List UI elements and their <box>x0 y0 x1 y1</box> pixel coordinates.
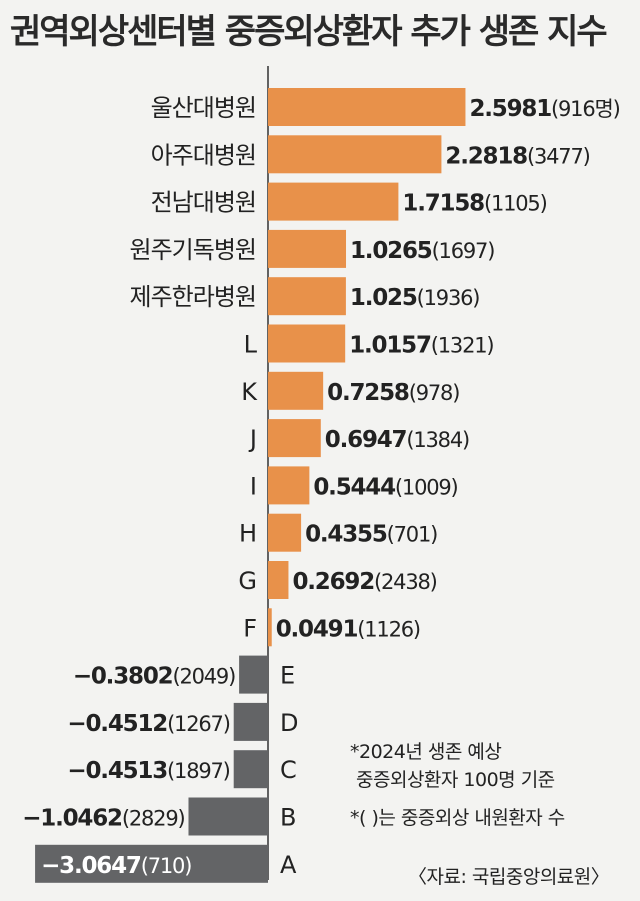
value-count: (1126) <box>357 617 420 641</box>
value-number: 0.2692 <box>292 569 374 595</box>
value-number: −1.0462 <box>22 806 122 832</box>
value-count: (1697) <box>432 239 495 263</box>
value-label: −1.0462(2829) <box>22 806 184 832</box>
value-label: 2.5981(916명) <box>469 96 619 122</box>
category-label: 원주기독병원 <box>130 236 256 264</box>
category-label: L <box>244 331 258 359</box>
value-count: (1897) <box>167 759 230 783</box>
value-count: (1384) <box>406 428 469 452</box>
bar-13 <box>233 702 268 741</box>
bar-9 <box>268 513 302 552</box>
value-label: −0.4513(1897) <box>67 758 229 784</box>
chart-notes: *2024년 생존 예상 중증외상환자 100명 기준 *( )는 중증외상 내… <box>350 738 635 832</box>
value-number: 2.5981 <box>469 96 551 122</box>
value-number: 2.2818 <box>445 143 527 169</box>
category-label: J <box>248 425 256 453</box>
value-label: 0.2692(2438) <box>292 569 436 595</box>
category-label: A <box>280 851 297 879</box>
bar-11 <box>268 608 272 647</box>
value-count: (701) <box>387 523 437 547</box>
bar-6 <box>268 371 324 410</box>
value-label: 1.0157(1321) <box>349 333 493 359</box>
note-line-1: *2024년 생존 예상 <box>350 741 502 763</box>
category-label: G <box>238 567 256 595</box>
value-count: (2829) <box>122 807 185 831</box>
category-label: E <box>280 662 294 690</box>
value-number: 1.7158 <box>402 191 484 217</box>
category-label: 제주한라병원 <box>130 283 256 311</box>
value-label: 0.6947(1384) <box>325 427 469 453</box>
value-number: 0.4355 <box>305 522 387 548</box>
value-label: −0.3802(2049) <box>73 664 235 690</box>
value-count: (1936) <box>417 286 480 310</box>
note-line-2: 중증외상환자 100명 기준 <box>356 769 555 791</box>
category-label: H <box>239 520 256 548</box>
bar-10 <box>268 561 289 599</box>
value-number: −0.4512 <box>67 711 167 737</box>
category-label: C <box>280 756 296 784</box>
value-count: (3477) <box>527 144 590 168</box>
value-number: 1.0157 <box>349 333 431 359</box>
category-label: F <box>243 614 256 642</box>
value-number: −3.0647 <box>41 853 141 879</box>
value-count: (978) <box>409 381 459 405</box>
value-number: 0.5444 <box>313 474 395 500</box>
value-number: 0.6947 <box>325 427 407 453</box>
value-label: 0.4355(701) <box>305 522 437 548</box>
value-label: 0.5444(1009) <box>313 474 457 500</box>
value-count: (1009) <box>395 475 458 499</box>
value-count: (1321) <box>431 334 494 358</box>
bar-2 <box>268 182 399 221</box>
bar-5 <box>268 324 346 363</box>
value-label: 1.025(1936) <box>350 285 479 311</box>
value-label: 0.0491(1126) <box>276 616 420 642</box>
bar-15 <box>188 797 268 836</box>
category-label: 전남대병원 <box>151 189 256 217</box>
bar-3 <box>268 229 347 268</box>
bar-14 <box>233 750 268 789</box>
category-label: K <box>241 378 258 406</box>
chart-title: 권역외상센터별 중증외상환자 추가 생존 지수 <box>10 12 608 52</box>
bar-0 <box>268 88 466 126</box>
value-label: −0.4512(1267) <box>67 711 229 737</box>
value-count: (1105) <box>484 192 547 216</box>
bar-16 <box>35 844 269 883</box>
value-count: (2438) <box>374 570 437 594</box>
value-label: −3.0647(710) <box>41 853 191 879</box>
category-label: B <box>280 804 295 832</box>
value-number: 0.7258 <box>327 380 409 406</box>
bar-4 <box>268 277 346 316</box>
category-label: 아주대병원 <box>151 141 256 169</box>
value-count: (710) <box>141 854 191 878</box>
value-count: (916명) <box>551 97 620 121</box>
value-number: −0.3802 <box>73 664 173 690</box>
category-label: 울산대병원 <box>151 94 256 122</box>
value-number: 0.0491 <box>276 616 358 642</box>
note-line-3: *( )는 중증외상 내원환자 수 <box>350 807 565 829</box>
value-number: 1.0265 <box>350 238 432 264</box>
bar-12 <box>239 655 268 694</box>
value-count: (1267) <box>167 712 230 736</box>
bar-1 <box>268 135 442 174</box>
value-label: 2.2818(3477) <box>445 143 589 169</box>
value-label: 1.7158(1105) <box>402 191 546 217</box>
category-label: D <box>280 709 298 737</box>
bar-7 <box>268 419 321 458</box>
source-credit: 〈자료: 국립중앙의료원〉 <box>408 866 610 888</box>
value-label: 0.7258(978) <box>327 380 459 406</box>
bar-8 <box>268 466 310 505</box>
value-label: 1.0265(1697) <box>350 238 494 264</box>
category-label: I <box>250 472 256 500</box>
value-number: −0.4513 <box>67 758 167 784</box>
value-number: 1.025 <box>350 285 417 311</box>
value-count: (2049) <box>172 665 235 689</box>
